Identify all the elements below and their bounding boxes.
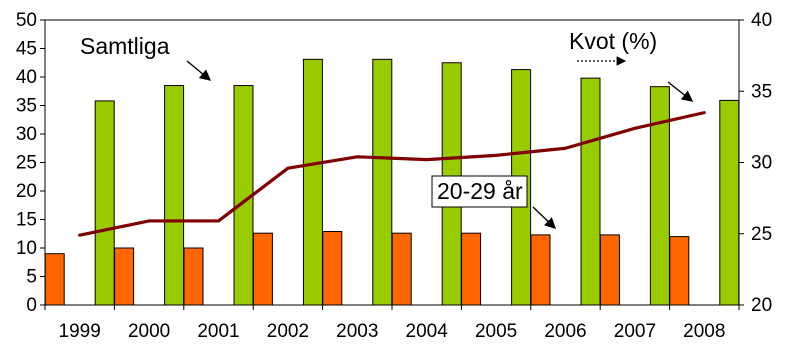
x-axis-tick-label: 2004 [406,321,449,342]
left-y-tick-label: 50 [16,10,37,31]
bar-samtliga [302,58,323,306]
left-y-tick-label: 35 [16,96,37,117]
x-axis-tick-label: 2000 [128,321,170,342]
x-axis-labels: 1999 2000 2001 2002 2003 2004 2005 2006 2007 2008 [44,305,740,342]
x-axis-tick-label: 2007 [614,321,656,342]
kvot-annotation: Kvot (%) [569,28,657,54]
bar-20-29-ar [322,230,343,306]
x-axis-tick-label: 2006 [544,321,586,342]
left-y-tick-label: 40 [16,67,37,88]
plot-border [44,19,740,306]
samtliga-annotation: Samtliga [80,33,170,59]
left-y-tick-label: 5 [26,267,37,288]
bar-20-29-ar [530,234,551,306]
x-axis-tick-label: 2008 [683,321,725,342]
bar-marks [44,58,740,306]
bar-20-29-ar [391,232,412,306]
right-y-tick-label: 20 [751,295,772,316]
bar-samtliga [164,85,185,306]
bar-20-29-ar [669,236,690,306]
x-axis-tick-label: 1999 [59,321,101,342]
x-axis-tick-label: 2001 [197,321,239,342]
x-axis-tick-label: 2002 [267,321,309,342]
kvot-arrow [667,81,694,102]
bar-samtliga [719,99,740,306]
right-y-tick-label: 25 [751,224,772,245]
x-axis-tick-label: 2005 [475,321,517,342]
bar-20-29-ar [252,232,273,306]
right-y-axis: 20 25 30 35 40 [739,10,772,316]
age-arrow [532,206,557,229]
left-y-tick-label: 10 [16,238,37,259]
age-annotation-box [431,175,528,208]
ratio-line [78,111,706,237]
bar-20-29-ar [183,247,204,306]
right-y-tick-label: 40 [751,10,772,31]
x-axis-tick-label: 2003 [336,321,378,342]
right-y-tick-label: 35 [751,81,772,102]
bar-20-29-ar [44,253,65,306]
samtliga-arrow [186,60,212,81]
bar-samtliga [649,86,670,306]
bar-samtliga [580,77,601,306]
age-annotation: 20-29 år [437,178,523,204]
left-y-tick-label: 15 [16,210,37,231]
left-y-tick-label: 30 [16,124,37,145]
ratio-line-series [78,111,706,237]
bar-samtliga [372,58,393,306]
left-y-tick-label: 25 [16,153,37,174]
plot-frame [44,19,740,306]
bar-20-29-ar [114,247,135,306]
left-y-tick-label: 20 [16,181,37,202]
left-y-tick-label: 0 [26,295,37,316]
bar-samtliga [94,100,115,306]
left-y-axis: 0 5 10 15 20 25 30 35 40 45 50 [16,10,45,316]
right-y-tick-label: 30 [751,153,772,174]
bar-20-29-ar [599,234,620,306]
bar-20-29-ar [461,232,482,306]
left-y-tick-label: 45 [16,39,37,60]
